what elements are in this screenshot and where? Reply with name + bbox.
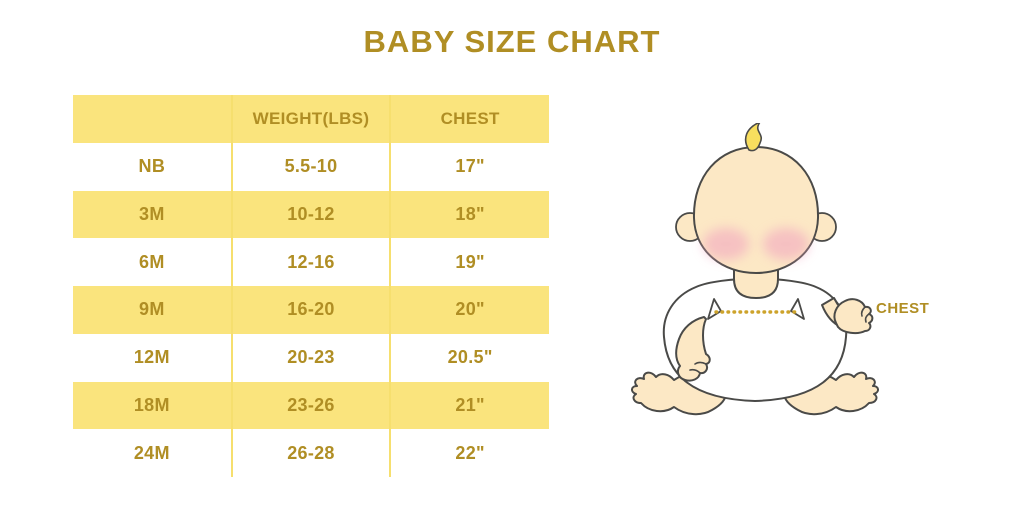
baby-left-sleeve-seam bbox=[707, 298, 722, 320]
weight-column-header: WEIGHT(LBS) bbox=[230, 95, 391, 143]
chest-cell: 17" bbox=[389, 142, 549, 191]
table-row: 9M 16-20 20" bbox=[73, 286, 549, 334]
table-row: 6M 12-16 19" bbox=[73, 238, 549, 286]
weight-cell: 10-12 bbox=[230, 190, 391, 239]
header-row: WEIGHT(LBS) CHEST bbox=[73, 95, 549, 143]
baby-left-cheek bbox=[703, 228, 749, 260]
chest-cell: 22" bbox=[389, 429, 549, 477]
baby-left-arm bbox=[675, 316, 711, 382]
chest-label: CHEST bbox=[876, 300, 930, 317]
weight-cell: 20-23 bbox=[230, 333, 391, 382]
chest-cell: 21" bbox=[389, 381, 549, 430]
chest-cell: 20.5" bbox=[389, 333, 549, 382]
size-cell: 12M bbox=[133, 347, 170, 368]
table-row: NB 5.5-10 17" bbox=[73, 142, 549, 191]
size-table-body: NB 5.5-10 17" 3M 10-12 18" 6M 12-16 19" 9M 16-20 20… bbox=[73, 142, 549, 477]
chest-cell: 20" bbox=[389, 286, 549, 334]
table-row: 12M 20-23 20.5" bbox=[73, 333, 549, 382]
weight-cell: 26-28 bbox=[230, 429, 391, 477]
baby-left-hand-fingers bbox=[689, 361, 707, 374]
baby-right-fist-knuckles bbox=[860, 306, 870, 323]
baby-right-cheek bbox=[763, 228, 809, 260]
size-cell: 6M bbox=[139, 251, 165, 272]
table-row: 24M 26-28 22" bbox=[73, 429, 549, 477]
size-cell: 24M bbox=[133, 442, 170, 463]
baby-sitting-drawing bbox=[631, 121, 879, 416]
chest-cell: 19" bbox=[389, 238, 549, 286]
table-row: 3M 10-12 18" bbox=[73, 190, 549, 239]
baby-hair-curl bbox=[744, 121, 762, 152]
baby-illustration bbox=[626, 121, 884, 435]
size-cell: 3M bbox=[139, 203, 165, 224]
weight-cell: 23-26 bbox=[230, 381, 391, 430]
size-cell: NB bbox=[138, 156, 166, 177]
page-title: BABY SIZE CHART bbox=[363, 24, 661, 59]
size-cell: 18M bbox=[133, 394, 170, 415]
weight-cell: 12-16 bbox=[230, 238, 391, 286]
weight-cell: 16-20 bbox=[230, 286, 391, 334]
chest-cell: 18" bbox=[389, 190, 549, 239]
weight-cell: 5.5-10 bbox=[230, 142, 391, 191]
baby-right-sleeve-seam bbox=[790, 298, 805, 320]
chest-column-header: CHEST bbox=[389, 95, 549, 143]
size-table-header: WEIGHT(LBS) CHEST bbox=[73, 95, 549, 143]
baby-size-table: WEIGHT(LBS) CHEST NB 5.5-10 17" 3M 10-12 18" 6… bbox=[73, 95, 549, 477]
size-column-header bbox=[73, 95, 232, 143]
size-cell: 9M bbox=[139, 299, 165, 320]
table-row: 18M 23-26 21" bbox=[73, 381, 549, 430]
